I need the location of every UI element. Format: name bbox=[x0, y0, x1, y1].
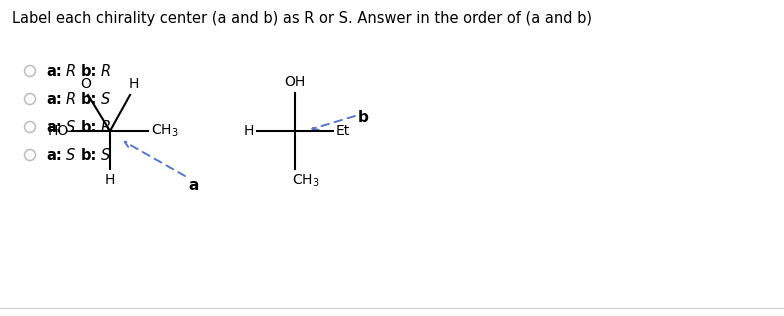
Text: S: S bbox=[66, 148, 75, 162]
Text: R: R bbox=[66, 92, 76, 106]
Text: S: S bbox=[66, 119, 75, 135]
Text: H: H bbox=[244, 124, 254, 138]
Text: OH: OH bbox=[285, 75, 306, 89]
Text: CH$_3$: CH$_3$ bbox=[151, 123, 179, 139]
Text: a:: a: bbox=[46, 119, 62, 135]
Text: H: H bbox=[105, 173, 115, 187]
Text: b:: b: bbox=[81, 92, 97, 106]
Text: HO: HO bbox=[48, 124, 69, 138]
Text: O: O bbox=[81, 77, 92, 91]
Text: S: S bbox=[101, 148, 111, 162]
Text: R: R bbox=[101, 119, 111, 135]
Text: a:: a: bbox=[46, 64, 62, 78]
Text: R: R bbox=[101, 64, 111, 78]
Text: b:: b: bbox=[81, 64, 97, 78]
Text: H: H bbox=[129, 77, 140, 91]
FancyArrowPatch shape bbox=[312, 116, 355, 130]
Text: b:: b: bbox=[81, 148, 97, 162]
Text: R: R bbox=[66, 64, 76, 78]
Text: a:: a: bbox=[46, 92, 62, 106]
Text: b:: b: bbox=[81, 119, 97, 135]
Text: b: b bbox=[358, 111, 369, 125]
Text: a: a bbox=[188, 178, 198, 193]
Text: Et: Et bbox=[336, 124, 350, 138]
Text: S: S bbox=[101, 92, 111, 106]
FancyArrowPatch shape bbox=[125, 142, 185, 176]
Text: Label each chirality center (a and b) as R or S. Answer in the order of (a and b: Label each chirality center (a and b) as… bbox=[12, 11, 592, 26]
Text: CH$_3$: CH$_3$ bbox=[292, 173, 320, 189]
Text: a:: a: bbox=[46, 148, 62, 162]
